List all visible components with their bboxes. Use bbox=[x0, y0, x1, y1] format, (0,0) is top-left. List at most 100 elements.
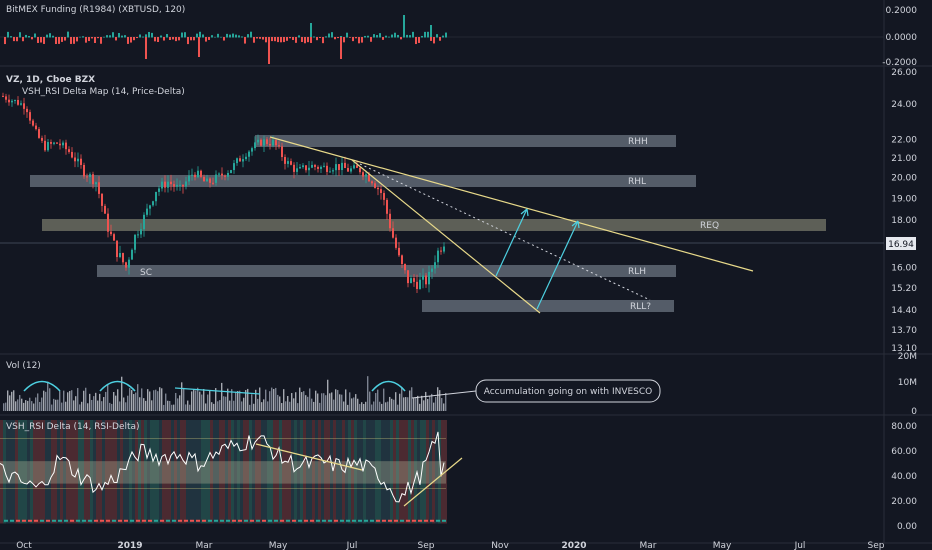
price-tick-label: 14.40 bbox=[891, 306, 917, 316]
rsi-heat-column bbox=[432, 420, 435, 524]
funding-bar bbox=[226, 33, 228, 38]
funding-bar bbox=[286, 37, 288, 41]
funding-bar bbox=[169, 37, 171, 41]
volume-bar bbox=[201, 394, 203, 411]
price-candle bbox=[44, 140, 46, 151]
rsi-dot bbox=[46, 519, 50, 522]
rsi-heat-column bbox=[288, 420, 291, 524]
rsi-heat-column bbox=[0, 420, 3, 524]
rsi-dot bbox=[178, 519, 182, 522]
volume-bar bbox=[73, 400, 75, 411]
zone-req bbox=[42, 219, 826, 231]
volume-bar bbox=[265, 389, 267, 411]
callout[interactable]: Accumulation going on with INVESCO bbox=[411, 379, 661, 403]
volume-bar bbox=[329, 393, 331, 411]
rsi-heat-column bbox=[135, 420, 138, 524]
price-candle bbox=[437, 250, 439, 263]
volume-bar bbox=[319, 402, 321, 411]
funding-bar bbox=[88, 37, 90, 42]
price-tick-label: 20.00 bbox=[891, 174, 917, 184]
volume-bar bbox=[261, 402, 263, 411]
rsi-dot bbox=[28, 519, 32, 522]
last-price-value: 16.94 bbox=[888, 240, 914, 250]
rsi-heat-column bbox=[150, 420, 153, 524]
funding-bar bbox=[37, 37, 39, 43]
volume-bar bbox=[407, 397, 409, 411]
volume-bar bbox=[311, 398, 313, 411]
trend-drawings[interactable] bbox=[269, 136, 754, 314]
volume-bar bbox=[153, 390, 155, 411]
funding-bar bbox=[115, 37, 117, 41]
price-candle bbox=[368, 174, 370, 182]
funding-bar bbox=[7, 31, 9, 38]
volume-bar bbox=[103, 397, 105, 411]
rsi-dot bbox=[412, 519, 416, 522]
rsi-pane[interactable] bbox=[0, 420, 463, 524]
volume-tick-label: 0 bbox=[911, 407, 917, 417]
price-candle bbox=[416, 281, 418, 289]
rsi-heat-column bbox=[381, 420, 384, 524]
rsi-heat-column bbox=[168, 420, 171, 524]
volume-bar bbox=[223, 396, 225, 411]
rsi-heat-column bbox=[336, 420, 339, 524]
volume-bar bbox=[35, 397, 37, 411]
funding-bar bbox=[28, 35, 30, 38]
rsi-dot bbox=[220, 519, 224, 522]
price-candle bbox=[398, 247, 400, 256]
volume-bar bbox=[3, 403, 5, 411]
price-candle bbox=[383, 193, 385, 200]
funding-bar bbox=[106, 35, 108, 38]
rsi-heat-column bbox=[15, 420, 18, 524]
price-candle bbox=[413, 278, 415, 282]
funding-bar bbox=[271, 37, 273, 42]
volume-bar bbox=[183, 387, 185, 411]
funding-bar bbox=[187, 37, 189, 45]
price-candle bbox=[95, 182, 97, 185]
volume-pane[interactable] bbox=[3, 376, 447, 411]
price-candle bbox=[245, 156, 247, 160]
rsi-heat-column bbox=[105, 420, 108, 524]
funding-bar bbox=[385, 35, 387, 38]
price-axis[interactable]: 26.00 24.00 22.00 21.00 20.00 19.00 18.00 16.00… bbox=[882, 6, 917, 532]
volume-bar bbox=[61, 402, 63, 411]
funding-bar bbox=[223, 37, 225, 41]
volume-bar bbox=[9, 395, 11, 411]
volume-bar bbox=[185, 404, 187, 411]
volume-bar bbox=[67, 392, 69, 411]
volume-bar bbox=[97, 400, 99, 411]
funding-bar bbox=[319, 37, 321, 38]
funding-bar bbox=[16, 37, 18, 42]
rsi-heat-column bbox=[111, 420, 114, 524]
volume-bar bbox=[369, 391, 371, 411]
volume-bar bbox=[121, 376, 123, 411]
price-series[interactable] bbox=[2, 92, 445, 293]
rsi-heat-column bbox=[63, 420, 66, 524]
funding-bar bbox=[445, 32, 447, 38]
funding-bar bbox=[235, 34, 237, 38]
price-candle bbox=[332, 170, 334, 172]
price-candle bbox=[386, 199, 388, 214]
volume-bar bbox=[113, 391, 115, 411]
funding-bar bbox=[196, 33, 198, 38]
price-candle bbox=[176, 184, 178, 187]
funding-bar bbox=[43, 37, 45, 44]
price-candle bbox=[137, 234, 139, 236]
rsi-heat-column bbox=[33, 420, 36, 524]
rsi-dot bbox=[268, 519, 272, 522]
price-candle bbox=[296, 168, 298, 172]
time-axis[interactable]: Oct 2019 Mar May Jul Sep Nov 2020 Mar May Jul Sep bbox=[16, 541, 885, 550]
rsi-heat-column bbox=[174, 420, 177, 524]
funding-bar bbox=[397, 34, 399, 38]
funding-bar bbox=[400, 37, 402, 40]
funding-pane[interactable] bbox=[0, 15, 884, 64]
rsi-dot bbox=[436, 519, 440, 522]
volume-bar bbox=[143, 398, 145, 411]
rsi-heat-column bbox=[390, 420, 393, 524]
rsi-heat-column bbox=[228, 420, 231, 524]
price-candle bbox=[215, 174, 217, 183]
volume-bar bbox=[413, 398, 415, 411]
funding-bar bbox=[358, 37, 360, 44]
funding-bar bbox=[322, 37, 324, 44]
volume-bar bbox=[247, 388, 249, 411]
